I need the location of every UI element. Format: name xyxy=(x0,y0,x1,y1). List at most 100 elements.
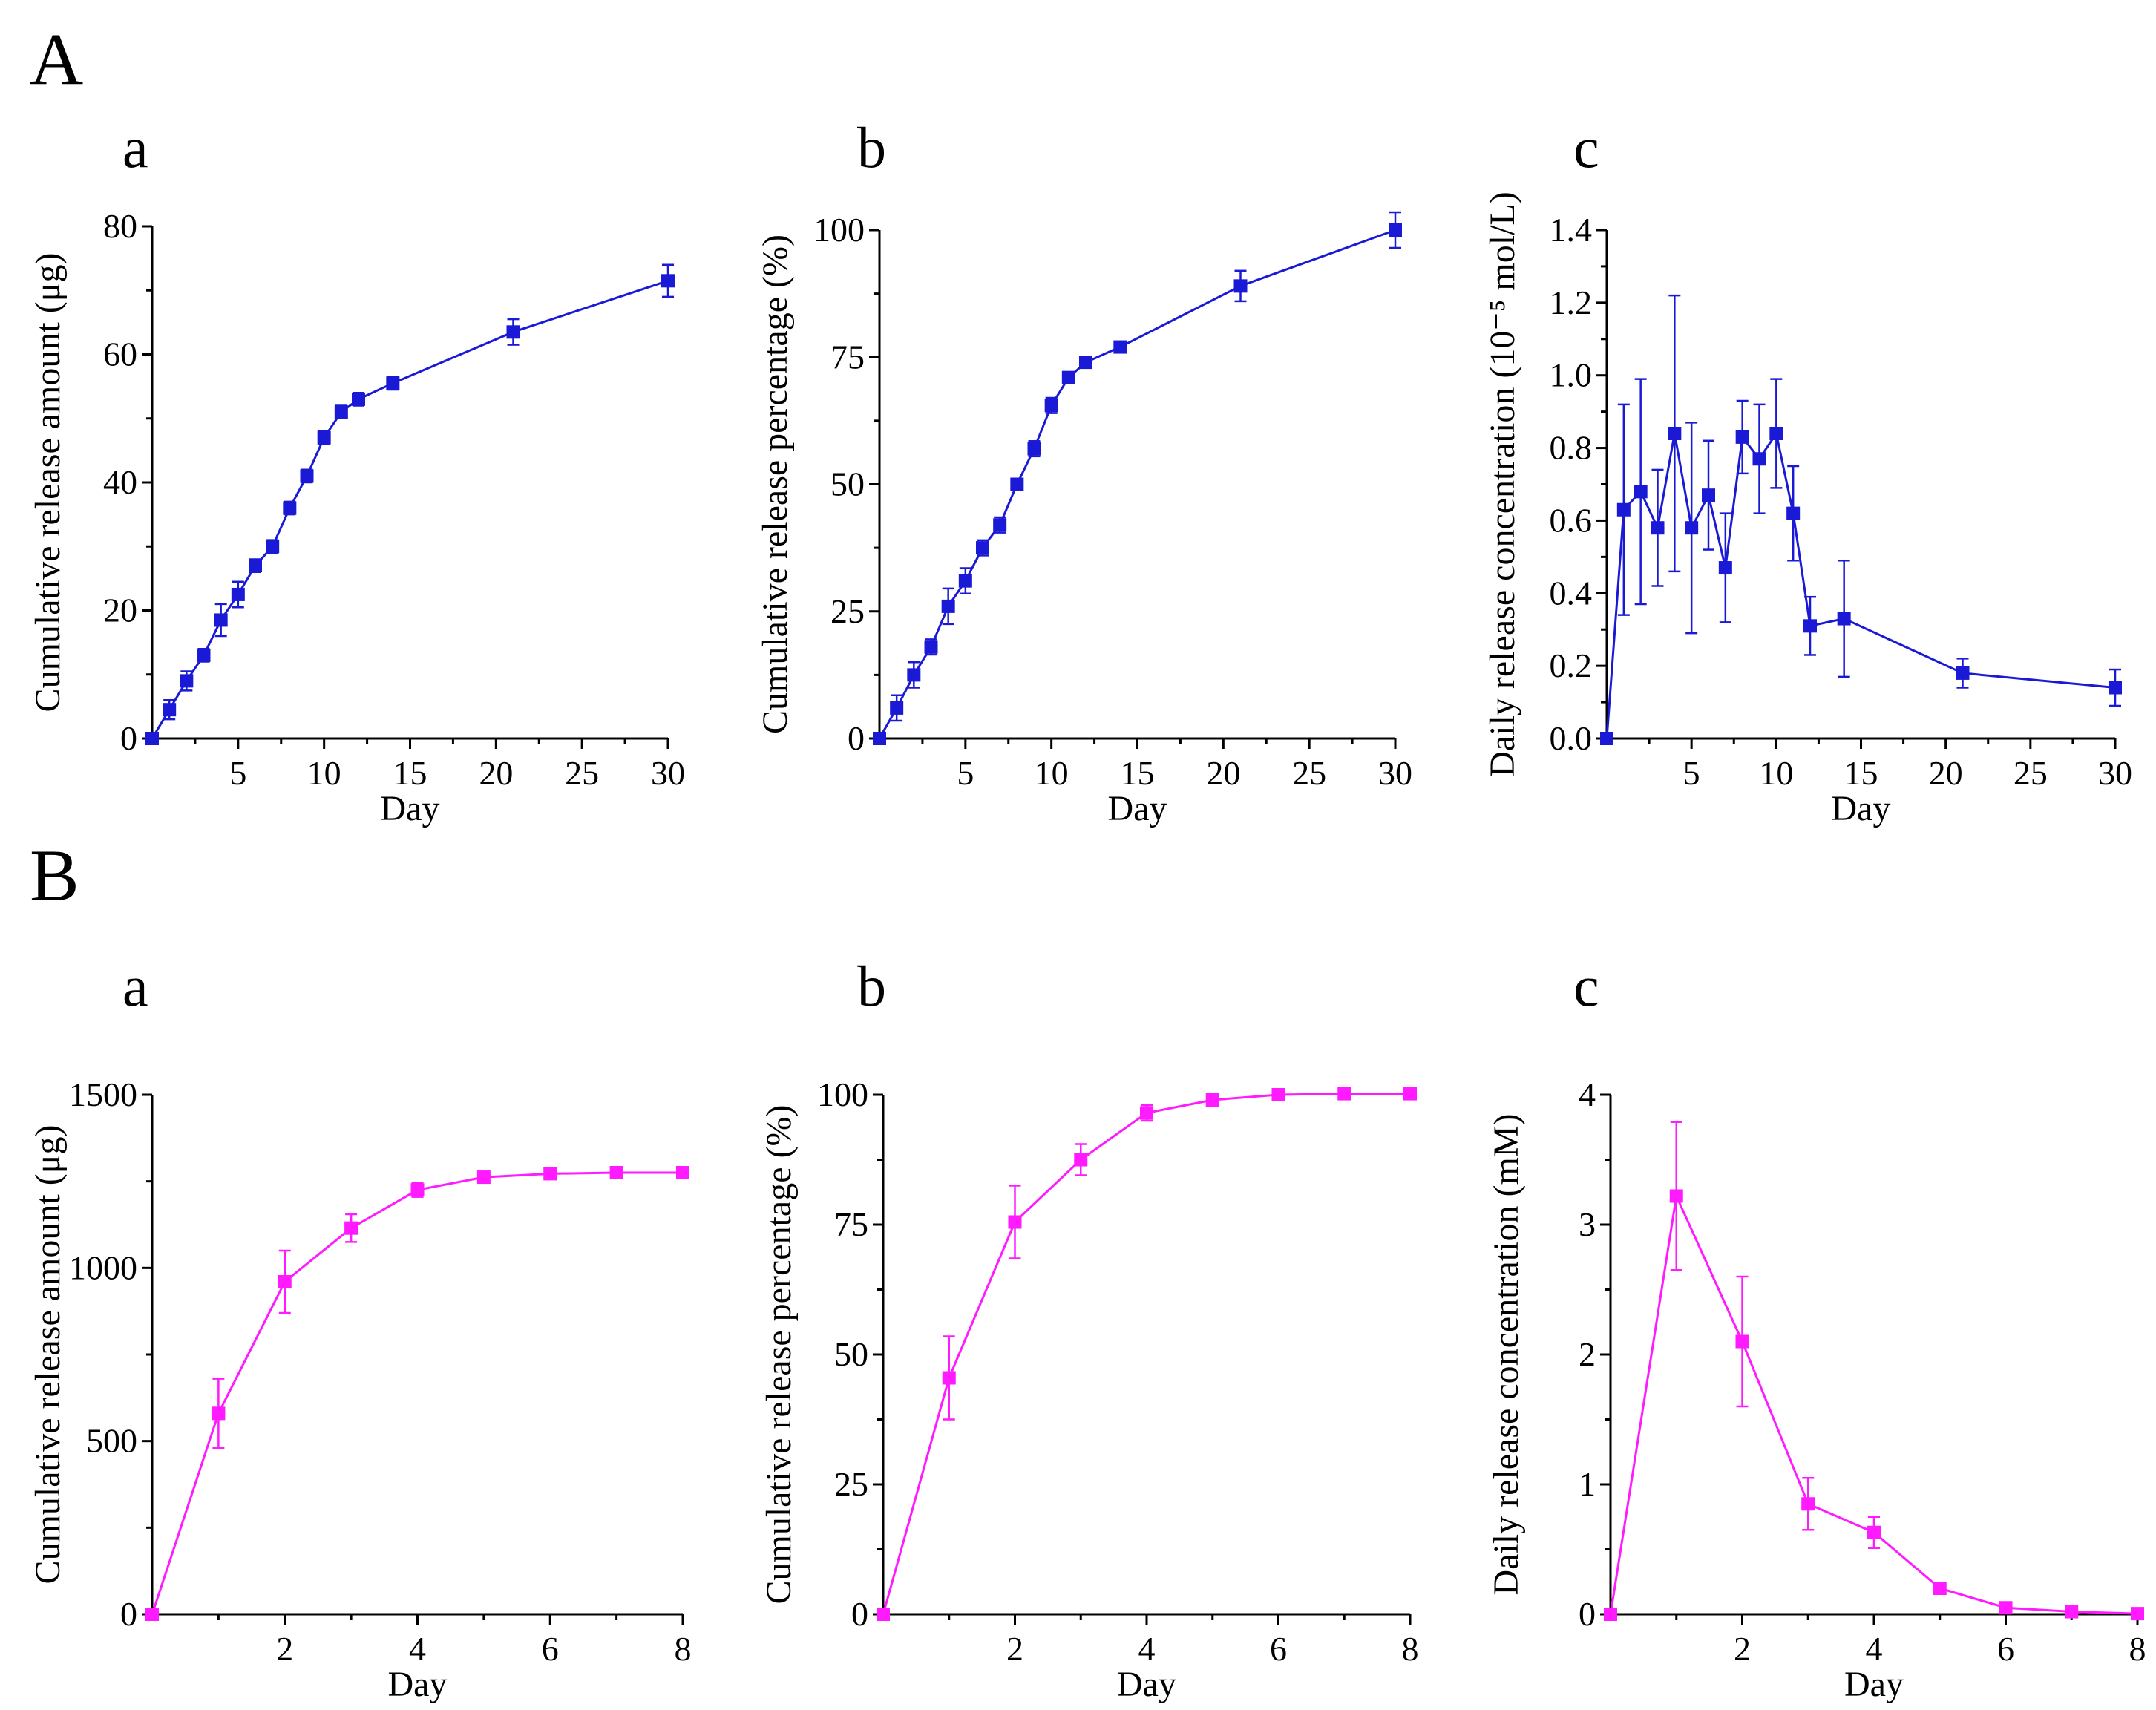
y-axis-title: Daily release concentration (10⁻⁵ mol/L) xyxy=(1483,191,1522,776)
data-point xyxy=(1651,521,1665,535)
chart-Aa: 5 10 15 20 25 30 0 20 40 60 80 Day Cumulative releas… xyxy=(28,207,685,828)
series-line xyxy=(882,1092,1410,1615)
x-tick-label: 15 xyxy=(1121,754,1155,792)
data-point xyxy=(1867,1525,1881,1539)
y-tick-label: 0.8 xyxy=(1550,429,1593,467)
x-axis-title: Day xyxy=(1117,1665,1176,1704)
data-point xyxy=(1079,356,1092,370)
data-point xyxy=(317,430,331,445)
y-tick-label: 4 xyxy=(1579,1075,1596,1113)
y-tick-label: 1.2 xyxy=(1550,284,1593,321)
x-tick-label: 30 xyxy=(651,754,685,792)
x-tick-label: 4 xyxy=(1866,1630,1883,1668)
y-tick-label: 50 xyxy=(834,1335,868,1373)
y-tick-label: 60 xyxy=(103,335,137,373)
x-tick-label: 2 xyxy=(1734,1630,1751,1668)
data-point xyxy=(873,732,886,745)
x-tick-label: 2 xyxy=(276,1630,293,1668)
data-point xyxy=(2065,1605,2079,1619)
data-point xyxy=(1668,427,1682,440)
data-point xyxy=(1634,485,1648,499)
x-tick-label: 5 xyxy=(229,754,246,792)
data-point xyxy=(942,1371,956,1385)
y-tick-label: 40 xyxy=(103,463,137,501)
data-point xyxy=(163,703,177,717)
data-point xyxy=(386,376,400,390)
data-point xyxy=(1786,506,1801,520)
y-tick-label: 0.2 xyxy=(1550,646,1593,684)
data-point xyxy=(1600,732,1613,745)
y-tick-label: 100 xyxy=(813,211,865,249)
data-point xyxy=(609,1166,623,1179)
y-tick-label: 20 xyxy=(103,592,137,629)
x-tick-label: 10 xyxy=(307,754,341,792)
chart-Ba: 2 4 6 8 0 500 1000 1500 Day Cumulative release am… xyxy=(28,1075,692,1704)
x-axis-title: Day xyxy=(388,1665,448,1704)
data-point xyxy=(1113,340,1127,354)
y-tick-label: 500 xyxy=(86,1422,137,1460)
y-tick-label: 0 xyxy=(1579,1595,1596,1633)
data-point xyxy=(1010,477,1024,491)
x-tick-label: 20 xyxy=(1206,754,1240,792)
y-tick-label: 1.4 xyxy=(1550,211,1593,249)
y-tick-label: 25 xyxy=(834,1465,868,1503)
y-axis-title: Cumulative release amount (μg) xyxy=(28,1125,68,1585)
chart-Ac: 5 10 15 20 25 30 0.0 0.2 0.4 0.6 0.8 1.0 1.2 1.4 Day Da… xyxy=(1483,191,2132,828)
data-point xyxy=(1205,1093,1219,1107)
data-point xyxy=(1337,1087,1351,1101)
data-point xyxy=(976,541,989,555)
x-tick-label: 20 xyxy=(479,754,513,792)
data-point xyxy=(410,1183,425,1197)
sublabel-b-a: a xyxy=(122,954,148,1018)
x-tick-label: 8 xyxy=(675,1630,692,1668)
data-point xyxy=(334,405,348,419)
y-axis-title: Daily release concentration (mM) xyxy=(1487,1113,1526,1595)
data-point xyxy=(941,599,955,613)
x-tick-label: 20 xyxy=(1929,754,1963,792)
data-point xyxy=(1956,666,1970,680)
data-point xyxy=(1702,488,1715,502)
data-point xyxy=(907,668,921,682)
data-point xyxy=(890,701,904,715)
sublabel-a-c: c xyxy=(1573,115,1599,180)
y-tick-label: 0.6 xyxy=(1550,501,1593,539)
x-tick-label: 6 xyxy=(1997,1630,2014,1668)
y-axis-title: Cumulative release percentage (%) xyxy=(756,235,795,734)
data-point xyxy=(1389,223,1402,237)
data-point xyxy=(958,574,972,588)
x-tick-label: 15 xyxy=(1844,754,1878,792)
x-tick-label: 2 xyxy=(1006,1630,1023,1668)
y-tick-label: 1 xyxy=(1579,1465,1596,1503)
data-point xyxy=(1008,1215,1022,1229)
data-point xyxy=(2131,1607,2144,1621)
data-point xyxy=(993,518,1007,532)
y-tick-label: 0 xyxy=(851,1595,868,1633)
x-tick-label: 30 xyxy=(2098,754,2132,792)
data-point xyxy=(476,1170,491,1185)
x-axis-title: Day xyxy=(381,789,440,828)
data-point xyxy=(1061,370,1075,384)
data-point xyxy=(145,1608,159,1621)
x-axis-title: Day xyxy=(1844,1665,1904,1704)
x-tick-label: 10 xyxy=(1759,754,1793,792)
data-point xyxy=(506,325,520,339)
x-tick-label: 15 xyxy=(393,754,427,792)
y-tick-label: 25 xyxy=(830,592,865,630)
data-point xyxy=(180,674,194,688)
panel-label-b: B xyxy=(30,834,79,917)
x-tick-label: 5 xyxy=(1683,754,1700,792)
series-line xyxy=(151,279,669,739)
data-point xyxy=(924,640,938,654)
y-tick-label: 1.0 xyxy=(1550,356,1593,394)
x-axis-title: Day xyxy=(1108,789,1167,828)
data-point xyxy=(249,559,262,573)
x-tick-label: 4 xyxy=(1138,1630,1156,1668)
x-tick-label: 8 xyxy=(1402,1630,1419,1668)
y-tick-label: 2 xyxy=(1579,1335,1596,1373)
data-point xyxy=(1718,561,1732,575)
x-tick-label: 25 xyxy=(565,754,599,792)
data-point xyxy=(1140,1106,1153,1120)
data-point xyxy=(1044,399,1058,413)
